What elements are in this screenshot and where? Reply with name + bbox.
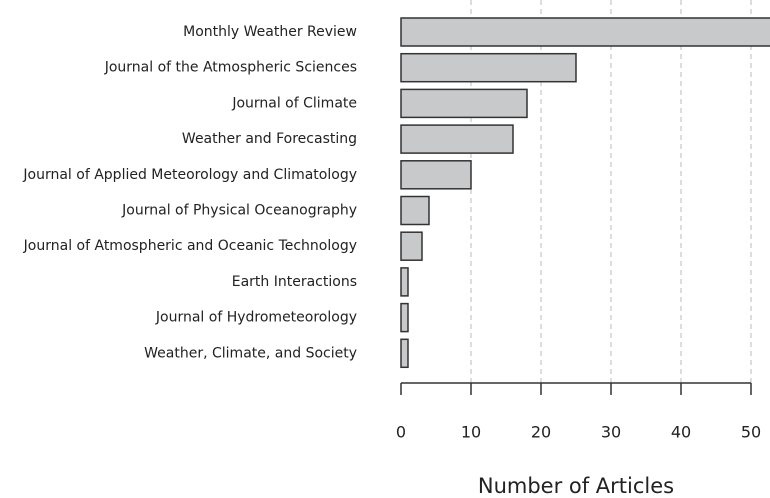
x-tick-label: 30	[601, 423, 621, 442]
y-tick-label: Journal of Applied Meteorology and Clima…	[22, 167, 357, 183]
y-tick-label: Journal of the Atmospheric Sciences	[104, 60, 357, 76]
bar	[400, 231, 423, 261]
y-tick-label: Journal of Climate	[231, 95, 357, 111]
y-tick-label: Weather and Forecasting	[182, 131, 357, 147]
bar	[400, 338, 409, 369]
x-tick-label: 0	[396, 423, 406, 442]
y-tick-label: Earth Interactions	[232, 274, 357, 290]
y-tick-label: Weather, Climate, and Society	[144, 345, 357, 361]
y-tick-label: Journal of Atmospheric and Oceanic Techn…	[23, 238, 357, 254]
y-tick-label: Monthly Weather Review	[183, 24, 357, 40]
x-tick-label: 40	[671, 423, 691, 442]
x-axis-title: Number of Articles	[478, 474, 674, 498]
bar	[400, 124, 514, 154]
bar	[400, 302, 409, 333]
bar	[400, 88, 528, 119]
y-tick-label: Journal of Physical Oceanography	[121, 203, 357, 219]
x-tick-label: 10	[461, 423, 481, 442]
bar	[400, 17, 770, 47]
bar	[400, 52, 577, 83]
x-tick-label: 20	[531, 423, 551, 442]
bar	[400, 267, 409, 297]
x-tick-label: 50	[741, 423, 761, 442]
bar	[400, 160, 472, 190]
bar	[400, 195, 430, 226]
y-tick-label: Journal of Hydrometeorology	[155, 310, 357, 326]
